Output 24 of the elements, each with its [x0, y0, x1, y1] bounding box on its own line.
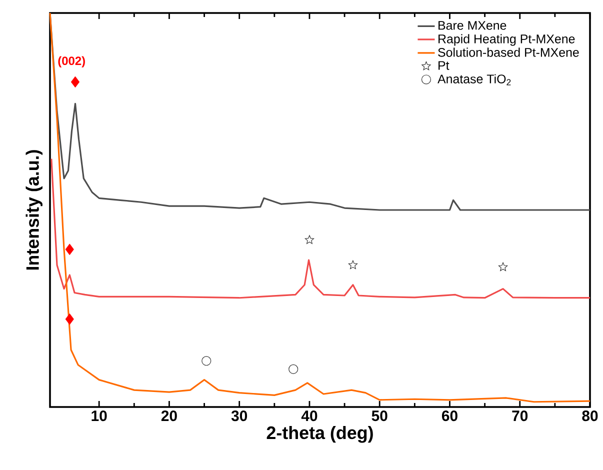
legend-label: Bare MXene — [438, 21, 506, 30]
point — [348, 260, 358, 270]
point — [288, 364, 298, 374]
point — [65, 313, 74, 325]
x-tick-label: 70 — [512, 410, 528, 422]
x-tick-label: 50 — [372, 410, 388, 422]
x-tick-label: 30 — [231, 410, 248, 422]
legend-label: Rapid Heating Pt-MXene — [438, 34, 575, 46]
legend-label: Solution-based Pt-MXene — [438, 48, 579, 57]
point — [65, 244, 74, 256]
y-axis-title: Intensity (a.u.) — [26, 150, 42, 270]
x-tick-label: 10 — [92, 410, 107, 422]
point — [498, 262, 508, 272]
point — [202, 356, 212, 366]
point — [70, 76, 80, 88]
x-axis-title: 2-theta (deg) — [266, 426, 373, 443]
legend-label: Anatase TiO$_{2}$ — [438, 74, 511, 86]
point — [304, 235, 314, 244]
x-tick-label: 20 — [161, 410, 177, 422]
legend-label: Pt — [438, 61, 450, 70]
annotation: (002) — [58, 56, 85, 68]
x-tick-label: 80 — [582, 410, 598, 422]
x-tick-label: 40 — [301, 410, 318, 422]
x-tick-label: 60 — [442, 410, 458, 422]
